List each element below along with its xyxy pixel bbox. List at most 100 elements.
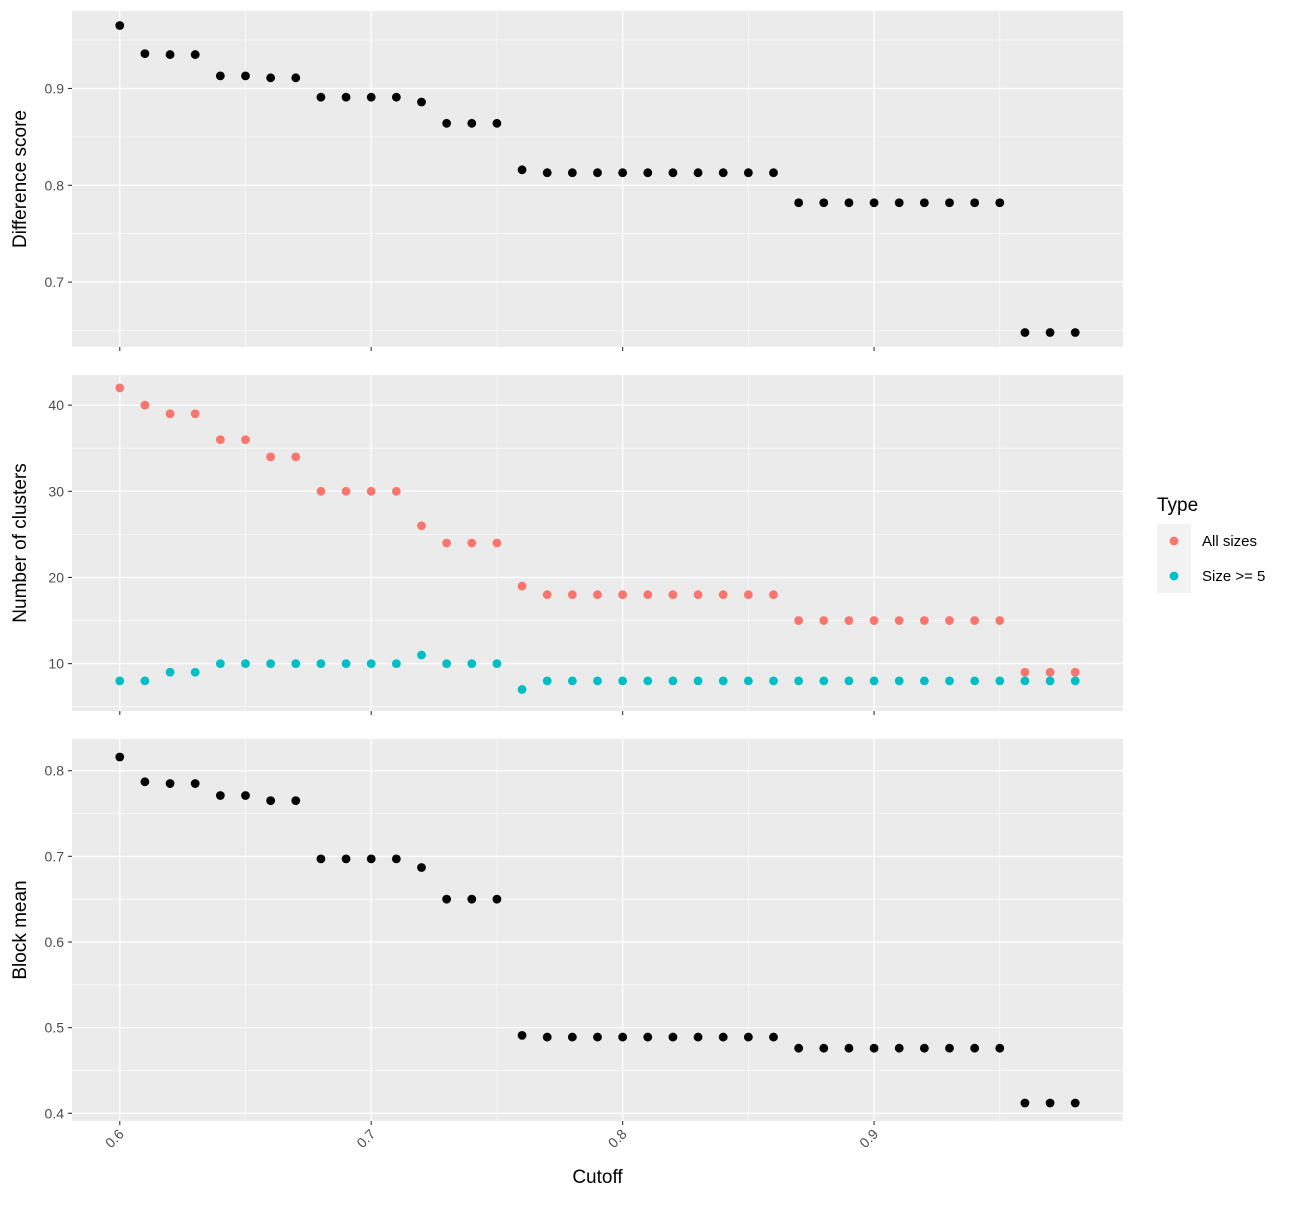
data-point [190, 50, 200, 59]
data-point [341, 854, 351, 864]
data-point [794, 616, 804, 625]
data-point [668, 168, 678, 178]
y-tick-label: 0.7 [45, 848, 65, 864]
data-point [366, 92, 376, 102]
data-point [618, 1032, 628, 1042]
data-point [919, 616, 929, 625]
data-point [542, 168, 552, 178]
panel-1: 0.7 0.8 0.9 Difference score [10, 11, 1123, 351]
data-point [165, 50, 175, 59]
data-point [391, 486, 401, 496]
data-point [517, 685, 527, 694]
x-tick-label: 0.7 [353, 1126, 378, 1151]
legend-key [1169, 571, 1179, 581]
data-point [593, 168, 602, 178]
data-point [140, 777, 150, 787]
data-point [316, 486, 326, 496]
data-point [291, 796, 301, 806]
data-point [517, 1030, 527, 1040]
y-tick-label: 0.4 [45, 1105, 65, 1121]
data-point [417, 650, 426, 660]
y-axis-title: Block mean [10, 880, 31, 979]
data-point [693, 168, 703, 178]
data-point [743, 168, 753, 178]
data-point [1070, 1098, 1080, 1108]
data-point [542, 1032, 552, 1042]
panel-2: 10 20 30 40 Number of clusters [10, 375, 1123, 715]
y-tick-label: 30 [48, 483, 64, 499]
data-point [819, 676, 829, 686]
data-point [492, 538, 502, 548]
data-point [241, 659, 250, 669]
y-tick-label: 20 [48, 569, 64, 585]
data-point [970, 1043, 980, 1053]
data-point [517, 581, 527, 591]
data-point [819, 198, 829, 208]
data-point [1020, 676, 1030, 686]
data-point [115, 383, 125, 393]
data-point [643, 676, 653, 686]
data-point [844, 198, 854, 208]
data-point [668, 1032, 678, 1042]
data-point [291, 73, 301, 83]
data-point [643, 590, 653, 600]
data-point [442, 659, 452, 669]
data-point [567, 676, 577, 686]
data-point [341, 92, 351, 102]
data-point [467, 118, 477, 128]
data-point [165, 779, 175, 788]
legend-label: Size >= 5 [1202, 568, 1265, 585]
data-point [919, 676, 929, 686]
data-point [970, 676, 980, 686]
data-point [1020, 667, 1030, 677]
data-point [115, 21, 125, 30]
data-point [618, 168, 628, 178]
series-1 [115, 752, 1080, 1108]
data-point [190, 667, 200, 677]
data-point [517, 165, 527, 175]
data-point [266, 659, 276, 669]
data-point [266, 452, 276, 462]
y-tick-label: 0.6 [45, 934, 65, 950]
data-point [743, 590, 753, 600]
data-point [391, 659, 401, 669]
data-point [215, 791, 225, 800]
legend-label: All sizes [1202, 533, 1257, 550]
data-point [467, 538, 477, 548]
data-point [718, 676, 728, 686]
data-point [1070, 328, 1080, 337]
data-point [668, 590, 678, 600]
data-point [492, 659, 502, 669]
data-point [945, 198, 954, 208]
data-point [769, 676, 778, 686]
data-point [492, 118, 502, 128]
data-point [140, 676, 150, 686]
data-point [743, 1032, 753, 1042]
data-point [769, 590, 778, 600]
data-point [819, 1043, 829, 1053]
data-point [190, 409, 200, 419]
data-point [1020, 328, 1030, 337]
data-point [567, 590, 577, 600]
data-point [693, 676, 703, 686]
data-point [391, 854, 401, 864]
data-point [995, 1043, 1005, 1053]
data-point [341, 486, 351, 496]
data-point [995, 616, 1005, 625]
data-point [492, 894, 502, 904]
data-point [794, 676, 804, 686]
data-point [894, 616, 904, 625]
data-point [341, 659, 351, 669]
data-point [769, 168, 778, 178]
y-tick-label: 0.8 [45, 177, 65, 193]
data-point [1020, 1098, 1030, 1108]
data-point [291, 452, 301, 462]
data-point [140, 49, 150, 59]
y-tick-label: 0.7 [45, 274, 65, 290]
data-point [643, 168, 653, 178]
data-point [266, 796, 276, 806]
data-point [115, 752, 125, 762]
data-point [366, 486, 376, 496]
data-point [693, 590, 703, 600]
